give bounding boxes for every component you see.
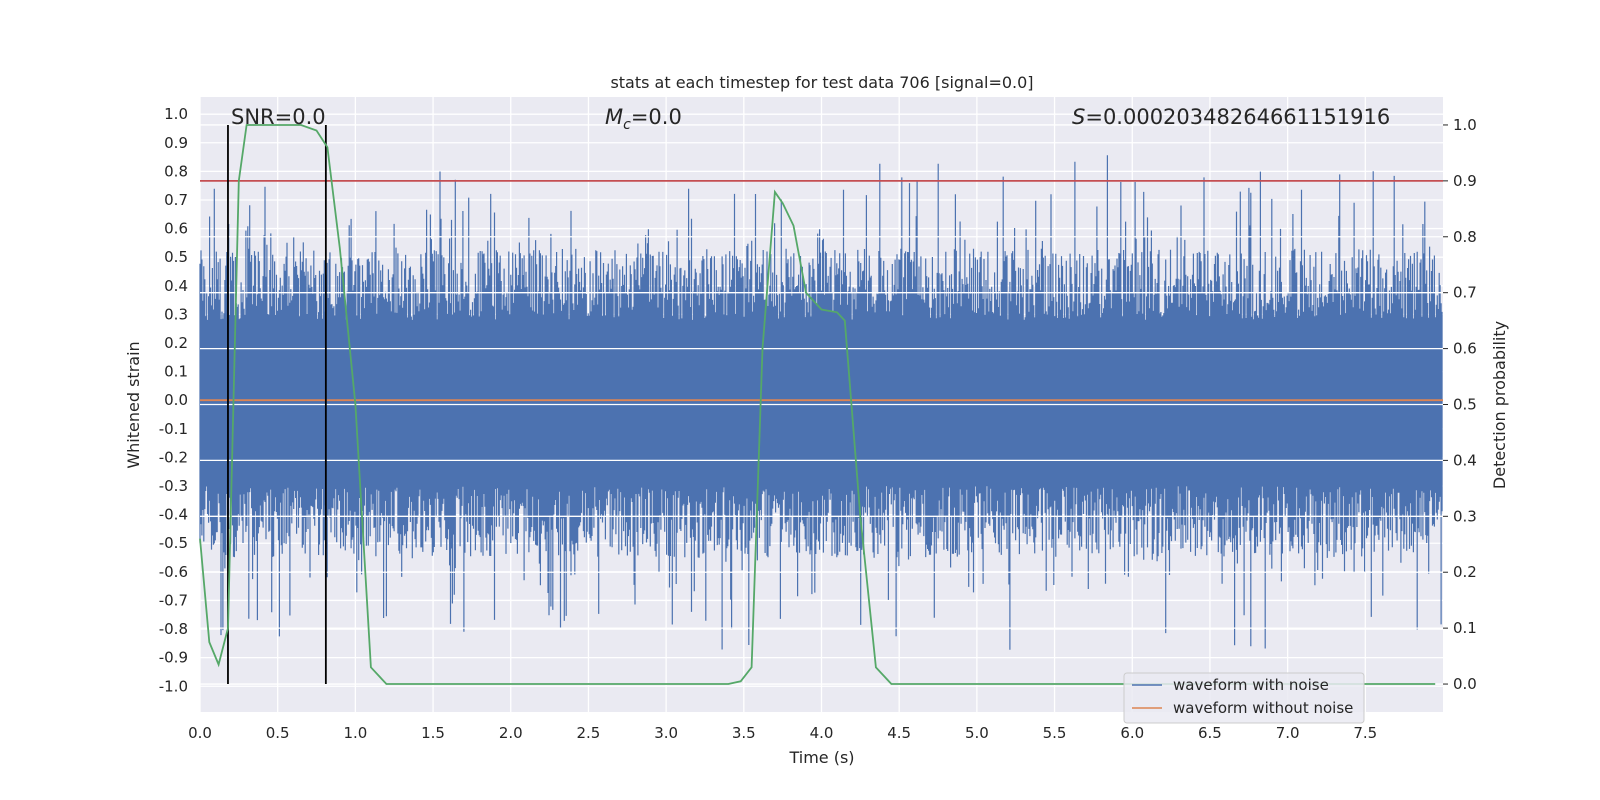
y-tick-label: 0.5: [164, 248, 188, 266]
legend: waveform with noise waveform without noi…: [1123, 672, 1365, 724]
y-tick-label: -0.1: [159, 420, 188, 438]
x-tick-label: 2.5: [577, 724, 601, 742]
y2-tick-label: 0.6: [1453, 340, 1477, 358]
y-tick-label: 0.6: [164, 220, 188, 238]
x-tick-label: 7.5: [1353, 724, 1377, 742]
chart-title: stats at each timestep for test data 706…: [610, 73, 1033, 92]
x-tick-label: 1.0: [343, 724, 367, 742]
legend-label-clean: waveform without noise: [1173, 699, 1353, 717]
y2-tick-label: 0.7: [1453, 284, 1477, 302]
x-tick-label: 5.0: [965, 724, 989, 742]
x-tick-label: 0.0: [188, 724, 212, 742]
y2-tick-label: 0.4: [1453, 451, 1477, 469]
y-tick-label: 0.2: [164, 334, 188, 352]
y-tick-label: 0.8: [164, 162, 188, 180]
y-tick-label: -0.6: [159, 563, 188, 581]
s-value: =0.00020348264661151916: [1085, 105, 1390, 129]
x-tick-label: 0.5: [266, 724, 290, 742]
y-tick-label: -0.3: [159, 477, 188, 495]
noisy-waveform-series: [199, 155, 1443, 650]
x-tick-label: 1.5: [421, 724, 445, 742]
y-tick-label: -0.2: [159, 448, 188, 466]
mc-symbol: M: [605, 105, 623, 129]
y-axis-label: Whitened strain: [124, 341, 143, 468]
x-tick-label: 2.0: [499, 724, 523, 742]
mc-value: =0.0: [631, 105, 682, 129]
y-tick-label: 0.4: [164, 277, 188, 295]
x-tick-label: 6.5: [1198, 724, 1222, 742]
detection-probability-line: [199, 124, 1436, 685]
s-annotation: S=0.00020348264661151916: [1072, 105, 1390, 129]
y-tick-label: -0.7: [159, 591, 188, 609]
y-tick-label: 0.3: [164, 305, 188, 323]
y-tick-label: -0.5: [159, 534, 188, 552]
y2-tick-label: 0.3: [1453, 507, 1477, 525]
waveform-with-noise-line: [199, 155, 1443, 650]
y-tick-label: -1.0: [159, 677, 188, 695]
y-tick-label: -0.8: [159, 620, 188, 638]
y-tick-label: 0.9: [164, 134, 188, 152]
y-tick-label: -0.4: [159, 506, 188, 524]
y-tick-label: 0.0: [164, 391, 188, 409]
snr-annotation: SNR=0.0: [231, 105, 326, 129]
y2-tick-label: 0.5: [1453, 396, 1477, 414]
y-tick-label: -0.9: [159, 649, 188, 667]
x-tick-label: 3.5: [732, 724, 756, 742]
x-tick-label: 7.0: [1276, 724, 1300, 742]
legend-label-noise: waveform with noise: [1173, 676, 1329, 694]
y-tick-label: 0.1: [164, 363, 188, 381]
y2-tick-label: 0.9: [1453, 172, 1477, 190]
y-tick-label: 0.7: [164, 191, 188, 209]
y2-tick-label: 0.8: [1453, 228, 1477, 246]
y2-tick-label: 0.0: [1453, 675, 1477, 693]
y-tick-label: 1.0: [164, 105, 188, 123]
y2-axis-label: Detection probability: [1490, 321, 1509, 489]
y2-tick-label: 0.1: [1453, 619, 1477, 637]
x-tick-label: 5.5: [1043, 724, 1067, 742]
legend-box: [1123, 672, 1365, 724]
mc-subscript: c: [623, 117, 631, 133]
x-tick-label: 6.0: [1120, 724, 1144, 742]
axis-ticks: 0.0 0.5 1.0 1.5 2.0 2.5 3.0 3.5 4.0 4.5 5.0 5.5 6.0 6…: [159, 105, 1477, 742]
y2-tick-label: 0.2: [1453, 563, 1477, 581]
x-tick-label: 3.0: [654, 724, 678, 742]
mc-annotation: Mc=0.0: [605, 105, 682, 133]
s-symbol: S: [1072, 105, 1085, 129]
series-marks: [199, 124, 1443, 685]
x-tick-label: 4.0: [810, 724, 834, 742]
x-tick-label: 4.5: [887, 724, 911, 742]
x-axis-label: Time (s): [788, 748, 854, 767]
y2-tick-label: 1.0: [1453, 116, 1477, 134]
